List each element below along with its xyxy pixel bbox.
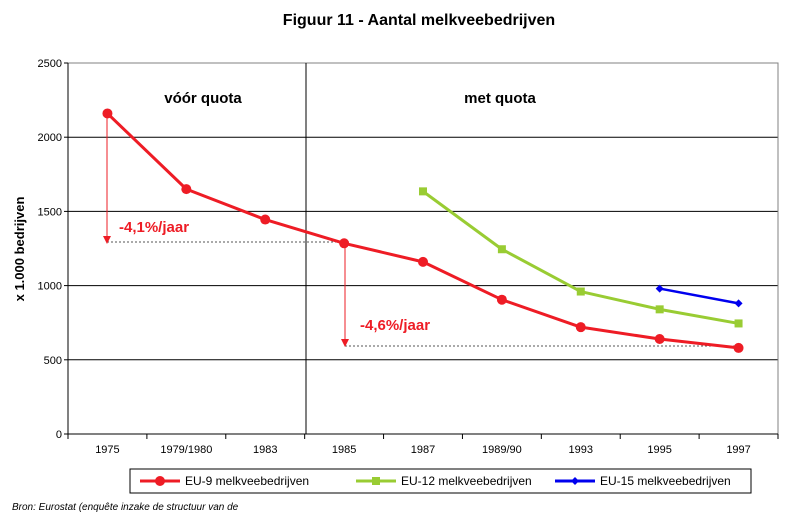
data-point (655, 305, 664, 314)
legend-label: EU-12 melkveebedrijven (401, 474, 532, 488)
data-point (418, 256, 428, 267)
y-tick-label: 2000 (38, 132, 62, 144)
y-tick-label: 0 (56, 429, 62, 441)
series-layer (102, 108, 744, 353)
plot-frame (67, 62, 779, 439)
legend: EU-9 melkveebedrijven EU-12 melkveebedrij… (129, 468, 752, 494)
series-1 (102, 108, 744, 353)
legend-label: EU-9 melkveebedrijven (185, 474, 309, 488)
series-3 (655, 284, 743, 308)
y-tick-label: 500 (44, 355, 62, 367)
legend-marker (155, 476, 165, 486)
x-axis-ticks: 1975 1979/1980 1983 1985 1987 1989/90 1993 1995… (95, 444, 751, 456)
data-point (339, 238, 350, 249)
annotations: -4,1%/jaar -4,6%/jaar (103, 115, 740, 347)
data-point (575, 322, 586, 333)
chart-title: Figuur 11 - Aantal melkveebedrijven (283, 12, 555, 29)
series-line (659, 287, 739, 305)
x-tick-label: 1997 (726, 444, 750, 456)
legend-label: EU-15 melkveebedrijven (600, 474, 731, 488)
annotation-rate-2: -4,6%/jaar (360, 317, 430, 334)
data-point (734, 319, 743, 328)
x-tick-label: 1985 (332, 444, 356, 456)
grid (68, 62, 778, 361)
x-tick-label: 1995 (647, 444, 671, 456)
data-point (102, 108, 113, 119)
y-axis-label: x 1.000 bedrijven (12, 197, 27, 302)
y-tick-label: 2500 (38, 58, 62, 70)
drop-arrowhead-2 (341, 339, 349, 347)
data-point (496, 294, 507, 305)
data-point (419, 187, 427, 196)
plot-border (67, 62, 779, 435)
x-tick-label: 1987 (411, 444, 435, 456)
data-point (260, 214, 271, 225)
y-axis-ticks: 0 500 1000 1500 2000 2500 (38, 58, 68, 441)
y-tick-label: 1000 (38, 281, 62, 293)
annotation-rate-1: -4,1%/jaar (119, 219, 189, 236)
drop-arrowhead-1 (103, 236, 111, 244)
x-tick-label: 1983 (253, 444, 277, 456)
data-point (654, 334, 665, 345)
x-tick-label: 1975 (95, 444, 119, 456)
legend-marker (372, 477, 380, 485)
series-2 (419, 187, 743, 328)
series-line (106, 112, 739, 350)
data-point (733, 342, 744, 353)
x-tick-label: 1993 (569, 444, 593, 456)
data-point (576, 287, 585, 296)
legend-box (129, 468, 752, 494)
data-point (655, 284, 664, 293)
source-note: Bron: Eurostat (enquête inzake de struct… (12, 502, 239, 513)
data-point (497, 245, 506, 254)
y-tick-label: 1500 (38, 206, 62, 218)
data-point (734, 299, 743, 308)
region-label-before: vóór quota (164, 90, 242, 107)
data-point (181, 184, 192, 195)
legend-marker (571, 477, 579, 485)
x-tick-label: 1979/1980 (160, 444, 212, 456)
x-tick-label: 1989/90 (482, 444, 522, 456)
region-label-after: met quota (464, 90, 536, 107)
